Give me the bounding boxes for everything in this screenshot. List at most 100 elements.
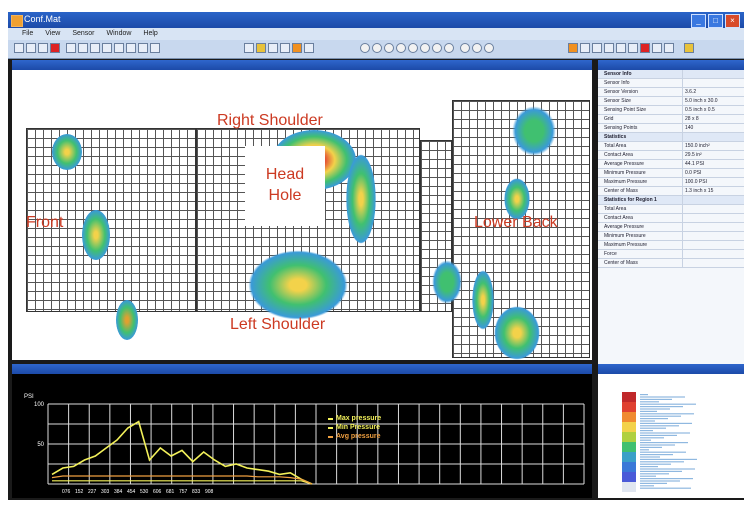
toolbar-button[interactable]: [50, 43, 60, 53]
property-key: Average Pressure: [604, 224, 644, 230]
property-value: [682, 241, 744, 249]
app-window: Conf.Mat _ □ × File View Sensor Window H…: [8, 12, 744, 500]
pressure-chart[interactable]: PSI 100 50 076 152 227 303 384 454 530 606 681 757 83…: [12, 374, 592, 498]
histogram-bar: [640, 470, 682, 472]
property-row[interactable]: Contact Area 29.5 in²: [598, 151, 744, 160]
property-section[interactable]: Statistics for Region 1: [598, 196, 744, 205]
toolbar-button[interactable]: [126, 43, 136, 53]
toolbar-button[interactable]: [38, 43, 48, 53]
toolbar-button[interactable]: [664, 43, 674, 53]
property-row[interactable]: Contact Area: [598, 214, 744, 223]
legend-swatch: [328, 435, 333, 438]
maximize-button[interactable]: □: [708, 14, 723, 28]
property-value: 0.0 PSI: [682, 169, 744, 177]
histogram-bar: [640, 487, 691, 489]
properties-panel-header: [598, 60, 744, 70]
histogram-bar: [640, 463, 671, 465]
property-row[interactable]: Sensor Version 3.6.2: [598, 88, 744, 97]
toolbar-button[interactable]: [432, 43, 442, 53]
toolbar-button[interactable]: [580, 43, 590, 53]
toolbar-button[interactable]: [14, 43, 24, 53]
toolbar-button[interactable]: [616, 43, 626, 53]
property-row[interactable]: Minimum Pressure 0.0 PSI: [598, 169, 744, 178]
property-row[interactable]: Average Pressure: [598, 223, 744, 232]
histogram-bar: [640, 425, 679, 427]
toolbar-button[interactable]: [384, 43, 394, 53]
histogram-color-bin: [622, 412, 636, 422]
toolbar-button[interactable]: [460, 43, 470, 53]
property-row[interactable]: Maximum Pressure 100.0 PSI: [598, 178, 744, 187]
property-section[interactable]: Sensor Info: [598, 70, 744, 79]
toolbar-button[interactable]: [150, 43, 160, 53]
toolbar-button[interactable]: [652, 43, 662, 53]
property-value: 44.1 PSI: [682, 160, 744, 168]
toolbar-button[interactable]: [102, 43, 112, 53]
property-value: [682, 205, 744, 213]
toolbar-button[interactable]: [280, 43, 290, 53]
property-row[interactable]: Total Area: [598, 205, 744, 214]
menu-file[interactable]: File: [22, 30, 34, 37]
property-row[interactable]: Average Pressure 44.1 PSI: [598, 160, 744, 169]
y-tick-label: 100: [34, 402, 45, 408]
toolbar-button[interactable]: [372, 43, 382, 53]
property-row[interactable]: Sensor Info: [598, 79, 744, 88]
property-row[interactable]: Total Area 150.0 inch²: [598, 142, 744, 151]
toolbar-button[interactable]: [114, 43, 124, 53]
toolbar-button[interactable]: [604, 43, 614, 53]
toolbar-button[interactable]: [444, 43, 454, 53]
histogram-bar: [640, 422, 692, 424]
histogram-bar: [640, 442, 688, 444]
close-button[interactable]: ×: [725, 14, 740, 28]
toolbar-button[interactable]: [304, 43, 314, 53]
menu-sensor[interactable]: Sensor: [72, 30, 95, 37]
property-row[interactable]: Force: [598, 250, 744, 259]
toolbar-button[interactable]: [684, 43, 694, 53]
toolbar-button[interactable]: [472, 43, 482, 53]
property-row[interactable]: Minimum Pressure: [598, 232, 744, 241]
toolbar-button[interactable]: [568, 43, 578, 53]
property-row[interactable]: Grid 28 x 8: [598, 115, 744, 124]
toolbar-button[interactable]: [360, 43, 370, 53]
menu-help[interactable]: Help: [143, 30, 158, 37]
toolbar-button[interactable]: [78, 43, 88, 53]
toolbar-button[interactable]: [408, 43, 418, 53]
legend-swatch: [328, 417, 333, 420]
property-value: [682, 232, 744, 240]
property-row[interactable]: Center of Mass 1.3 inch x 15: [598, 187, 744, 196]
property-row[interactable]: Sensing Points 140: [598, 124, 744, 133]
property-row[interactable]: Sensing Point Size 0.5 inch x 0.5: [598, 106, 744, 115]
histogram-svg: [622, 392, 697, 492]
histogram-bar: [640, 461, 684, 463]
toolbar-button[interactable]: [592, 43, 602, 53]
toolbar-button[interactable]: [66, 43, 76, 53]
toolbar-button[interactable]: [138, 43, 148, 53]
toolbar-button[interactable]: [90, 43, 100, 53]
toolbar-button[interactable]: [256, 43, 266, 53]
head-hole: Head Hole: [245, 146, 325, 226]
toolbar-button[interactable]: [420, 43, 430, 53]
pressure-blob: [494, 306, 540, 360]
property-key: Contact Area: [604, 215, 633, 221]
toolbar-button[interactable]: [268, 43, 278, 53]
toolbar-button[interactable]: [292, 43, 302, 53]
x-tick-label: 606: [153, 489, 162, 495]
toolbar-button[interactable]: [640, 43, 650, 53]
property-value: [682, 70, 744, 78]
property-value: [682, 214, 744, 222]
property-key: Total Area: [604, 143, 627, 149]
property-section[interactable]: Statistics: [598, 133, 744, 142]
property-row[interactable]: Maximum Pressure: [598, 241, 744, 250]
minimize-button[interactable]: _: [691, 14, 706, 28]
toolbar-button[interactable]: [484, 43, 494, 53]
menu-view[interactable]: View: [45, 30, 61, 37]
menu-window[interactable]: Window: [106, 30, 132, 37]
toolbar-button[interactable]: [396, 43, 406, 53]
toolbar-button[interactable]: [628, 43, 638, 53]
toolbar-button[interactable]: [26, 43, 36, 53]
pressure-map[interactable]: Right Shoulder Left Shoulder Front Lower…: [12, 70, 592, 360]
property-row[interactable]: Sensor Size 5.0 inch x 30.0: [598, 97, 744, 106]
property-row[interactable]: Center of Mass: [598, 259, 744, 268]
toolbar-button[interactable]: [244, 43, 254, 53]
properties-panel: Sensor Info Sensor Info Sensor Version 3.6.…: [598, 70, 744, 364]
property-key: Center of Mass: [604, 260, 638, 266]
